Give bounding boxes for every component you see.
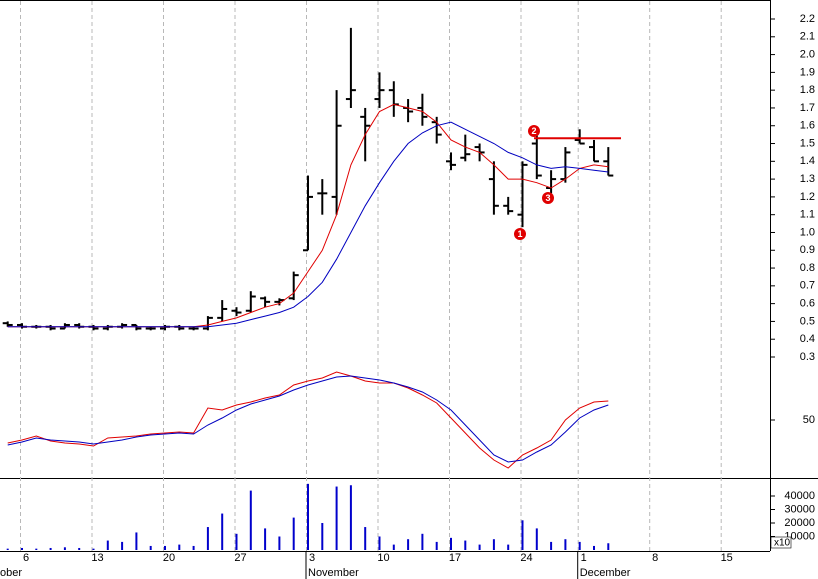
x-tick-label: 24 xyxy=(520,552,532,564)
x-tick-label: 1 xyxy=(581,552,587,564)
y-tick-label: 1.3 xyxy=(800,173,815,185)
marker xyxy=(528,125,540,137)
volume-tick-label: 40000 xyxy=(784,490,815,502)
y-tick-label: 1.8 xyxy=(800,84,815,96)
y-tick-label: 2.1 xyxy=(800,31,815,43)
y-tick-label: 1.6 xyxy=(800,120,815,132)
x-tick-label: 8 xyxy=(652,552,658,564)
x-tick-label: 6 xyxy=(23,552,29,564)
line xyxy=(7,371,609,469)
y-tick-label: 1.2 xyxy=(800,191,815,203)
x-tick-label: 27 xyxy=(234,552,246,564)
y-tick-label: 0.4 xyxy=(800,333,815,345)
osc-tick-label: 50 xyxy=(803,414,815,426)
y-tick-label: 1.5 xyxy=(800,137,815,149)
marker-label: 2 xyxy=(531,126,536,136)
month-label: ober xyxy=(0,567,22,579)
y-tick-label: 0.5 xyxy=(800,315,815,327)
y-tick-label: 1.4 xyxy=(800,155,815,167)
x-tick-label: 10 xyxy=(377,552,389,564)
x-tick-label: 13 xyxy=(91,552,103,564)
volume-tick-label: 20000 xyxy=(784,517,815,529)
line xyxy=(7,375,609,463)
month-label: November xyxy=(308,567,359,579)
y-tick-label: 1.9 xyxy=(800,66,815,78)
y-tick-label: 0.8 xyxy=(800,262,815,274)
y-tick-label: 2.0 xyxy=(800,48,815,60)
y-tick-label: 1.7 xyxy=(800,102,815,114)
month-label: December xyxy=(580,567,631,579)
x-tick-label: 17 xyxy=(449,552,461,564)
line xyxy=(7,121,609,328)
y-tick-label: 2.2 xyxy=(800,13,815,25)
y-tick-label: 1.1 xyxy=(800,209,815,221)
y-tick-label: 0.9 xyxy=(800,244,815,256)
marker-label: 3 xyxy=(545,193,550,203)
x-tick-label: 15 xyxy=(721,552,733,564)
volume-tick-label: 10000 xyxy=(784,530,815,542)
x-tick-label: 3 xyxy=(309,552,315,564)
y-tick-label: 0.7 xyxy=(800,280,815,292)
volume-tick-label: 30000 xyxy=(784,503,815,515)
y-tick-label: 0.3 xyxy=(800,351,815,363)
x-tick-label: 20 xyxy=(163,552,175,564)
marker xyxy=(514,228,526,240)
unit-box xyxy=(770,536,792,549)
y-tick-label: 1.0 xyxy=(800,226,815,238)
marker-label: 1 xyxy=(517,229,522,239)
y-tick-label: 0.6 xyxy=(800,298,815,310)
marker xyxy=(542,192,554,204)
volume-unit-label: x10 xyxy=(774,538,791,549)
